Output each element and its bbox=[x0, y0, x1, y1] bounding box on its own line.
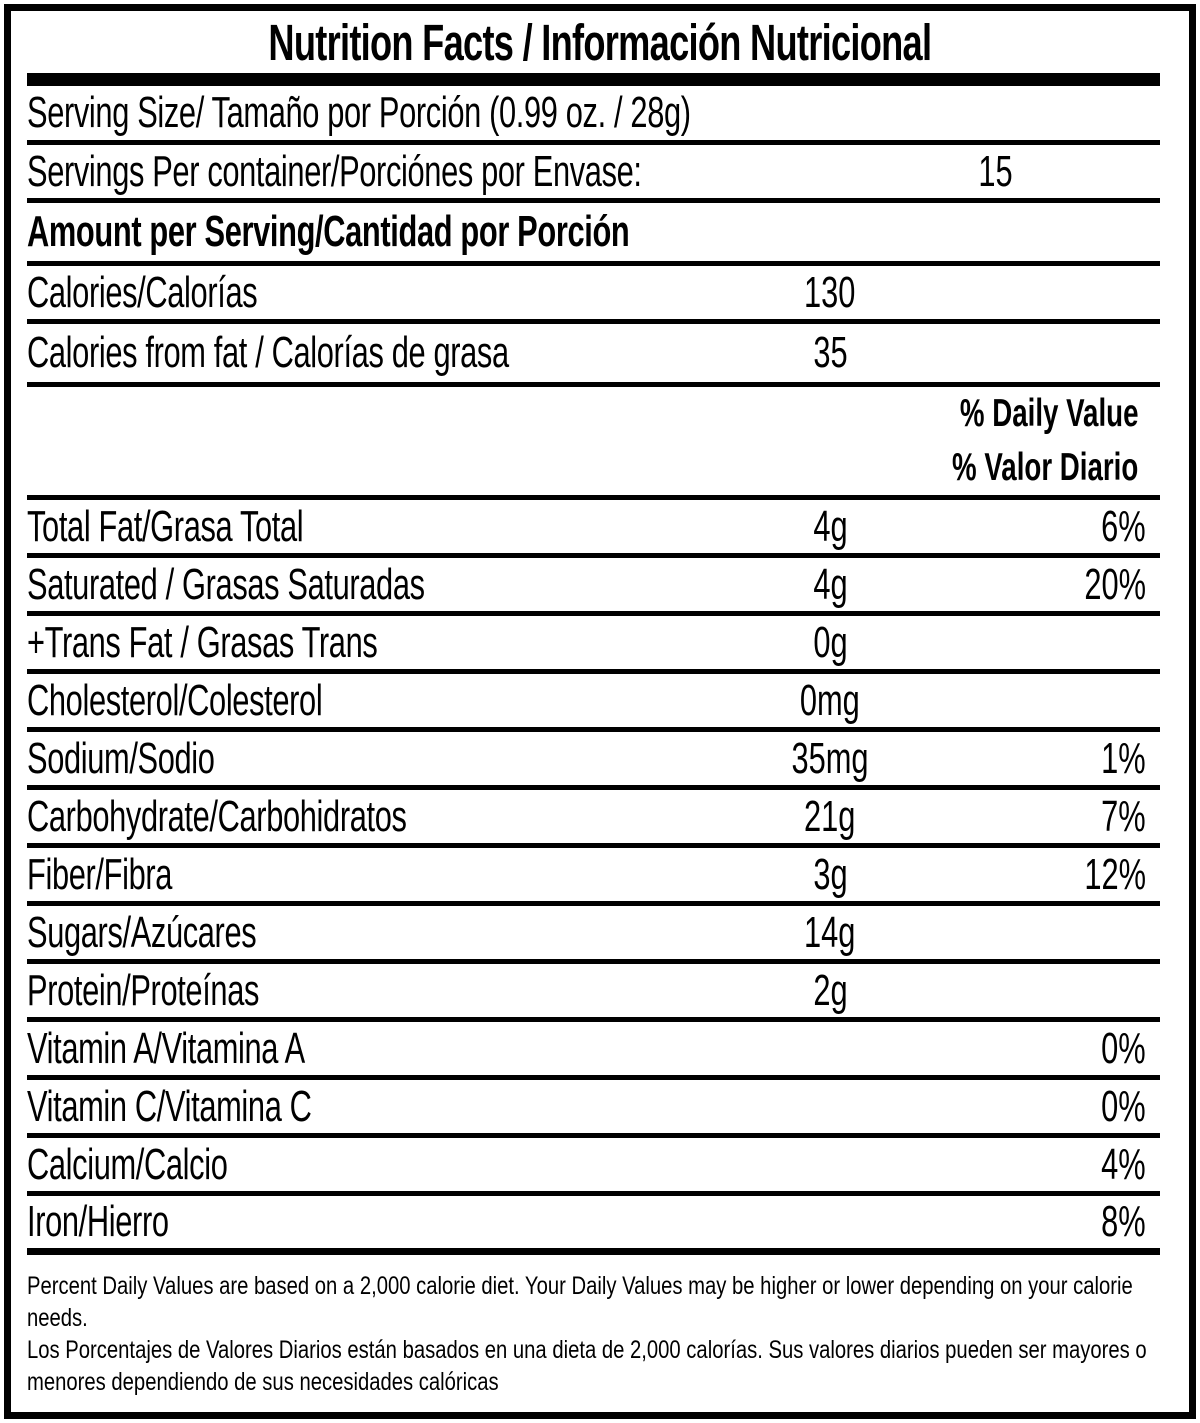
nutrient-dv: 4% bbox=[1101, 1139, 1146, 1189]
footnote-english: Percent Daily Values are based on a 2,00… bbox=[27, 1272, 1133, 1332]
nutrient-label: +Trans Fat / Grasas Trans bbox=[27, 617, 378, 667]
nutrient-row-carbohydrate: Carbohydrate/Carbohidratos 21g 7% bbox=[27, 790, 1160, 848]
servings-per-container-value: 15 bbox=[977, 146, 1013, 196]
label-header: Nutrition Facts / Información Nutriciona… bbox=[11, 11, 1189, 73]
calories-label: Calories/Calorías bbox=[27, 267, 258, 317]
nutrient-label: Carbohydrate/Carbohidratos bbox=[27, 791, 407, 841]
nutrient-amount: 4g bbox=[812, 559, 848, 609]
nutrient-row-iron: Iron/Hierro 8% bbox=[27, 1196, 1160, 1255]
calories-from-fat-value: 35 bbox=[812, 328, 848, 377]
servings-per-container-label: Servings Per container/Porciónes por Env… bbox=[27, 146, 642, 196]
nutrient-dv: 8% bbox=[1101, 1197, 1146, 1246]
nutrient-amount: 2g bbox=[812, 965, 848, 1015]
nutrient-dv: 0% bbox=[1101, 1081, 1146, 1131]
servings-per-container-row: Servings Per container/Porciónes por Env… bbox=[27, 145, 1160, 203]
nutrient-row-saturated-fat: Saturated / Grasas Saturadas 4g 20% bbox=[27, 558, 1160, 616]
nutrient-amount: 4g bbox=[812, 501, 848, 551]
serving-size-label: Serving Size/ Tamaño por Porción (0.99 o… bbox=[27, 88, 691, 137]
nutrient-label: Protein/Proteínas bbox=[27, 965, 260, 1015]
calories-value: 130 bbox=[804, 267, 856, 317]
nutrient-label: Vitamin A/Vitamina A bbox=[27, 1023, 305, 1073]
daily-value-header-es: % Valor Diario bbox=[951, 446, 1138, 489]
nutrient-row-fiber: Fiber/Fibra 3g 12% bbox=[27, 848, 1160, 906]
calories-from-fat-label: Calories from fat / Calorías de grasa bbox=[27, 328, 509, 377]
calories-from-fat-row: Calories from fat / Calorías de grasa 35 bbox=[27, 324, 1160, 387]
nutrient-row-calcium: Calcium/Calcio 4% bbox=[27, 1138, 1160, 1196]
nutrient-label: Saturated / Grasas Saturadas bbox=[27, 559, 425, 609]
nutrient-row-vitamin-a: Vitamin A/Vitamina A 0% bbox=[27, 1022, 1160, 1080]
nutrient-row-sugars: Sugars/Azúcares 14g bbox=[27, 906, 1160, 964]
nutrient-label: Cholesterol/Colesterol bbox=[27, 675, 323, 725]
daily-value-header-en: % Daily Value bbox=[959, 392, 1138, 435]
nutrient-dv: 12% bbox=[1084, 849, 1146, 899]
nutrient-label: Fiber/Fibra bbox=[27, 849, 173, 899]
nutrient-label: Sugars/Azúcares bbox=[27, 907, 257, 957]
nutrient-dv: 7% bbox=[1101, 791, 1146, 841]
nutrient-label: Iron/Hierro bbox=[27, 1197, 169, 1246]
footnote-spanish: Los Porcentajes de Valores Diarios están… bbox=[27, 1336, 1147, 1396]
nutrient-row-vitamin-c: Vitamin C/Vitamina C 0% bbox=[27, 1080, 1160, 1138]
nutrient-row-cholesterol: Cholesterol/Colesterol 0mg bbox=[27, 674, 1160, 732]
nutrient-dv: 20% bbox=[1084, 559, 1146, 609]
label-title: Nutrition Facts / Información Nutriciona… bbox=[268, 13, 933, 71]
header-divider-bar bbox=[27, 73, 1160, 86]
nutrient-amount: 3g bbox=[812, 849, 848, 899]
footnote: Percent Daily Values are based on a 2,00… bbox=[27, 1270, 1160, 1398]
nutrient-dv: 6% bbox=[1101, 501, 1146, 551]
nutrient-row-total-fat: Total Fat/Grasa Total 4g 6% bbox=[27, 500, 1160, 558]
nutrient-label: Sodium/Sodio bbox=[27, 733, 215, 783]
nutrient-label: Vitamin C/Vitamina C bbox=[27, 1081, 312, 1131]
nutrient-dv: 0% bbox=[1101, 1023, 1146, 1073]
nutrient-dv: 1% bbox=[1101, 733, 1146, 783]
daily-value-header: % Daily Value % Valor Diario bbox=[27, 387, 1160, 500]
calories-row: Calories/Calorías 130 bbox=[27, 266, 1160, 324]
nutrient-amount: 0g bbox=[812, 617, 848, 667]
amount-per-serving-header-row: Amount per Serving/Cantidad por Porción bbox=[27, 203, 1160, 266]
nutrient-amount: 0mg bbox=[800, 675, 860, 725]
nutrient-amount: 14g bbox=[804, 907, 856, 957]
nutrient-row-protein: Protein/Proteínas 2g bbox=[27, 964, 1160, 1022]
nutrient-row-trans-fat: +Trans Fat / Grasas Trans 0g bbox=[27, 616, 1160, 674]
nutrient-amount: 21g bbox=[804, 791, 856, 841]
nutrient-row-sodium: Sodium/Sodio 35mg 1% bbox=[27, 732, 1160, 790]
serving-size-row: Serving Size/ Tamaño por Porción (0.99 o… bbox=[27, 86, 1160, 145]
amount-per-serving-header: Amount per Serving/Cantidad por Porción bbox=[27, 207, 630, 256]
nutrient-amount: 35mg bbox=[791, 733, 869, 783]
nutrition-label-frame: Nutrition Facts / Información Nutriciona… bbox=[4, 4, 1196, 1419]
nutrient-label: Total Fat/Grasa Total bbox=[27, 501, 304, 551]
nutrient-label: Calcium/Calcio bbox=[27, 1139, 228, 1189]
